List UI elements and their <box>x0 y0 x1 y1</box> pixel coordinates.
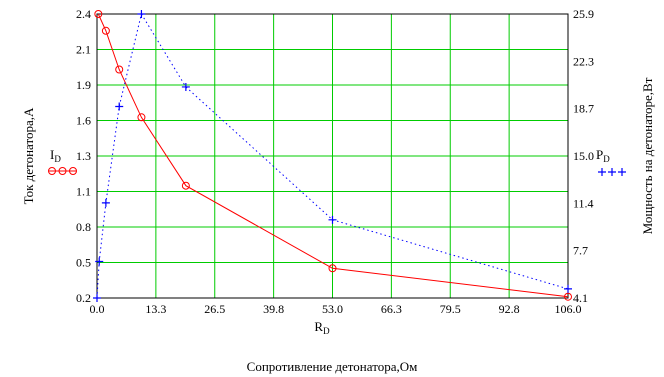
y-left-tick-label: 0.2 <box>76 291 91 305</box>
x-tick-label: 79.5 <box>440 302 461 316</box>
y-right-tick-label: 11.4 <box>573 196 594 210</box>
y-right-tick-label: 15.0 <box>573 149 594 163</box>
y-left-tick-label: 1.9 <box>76 78 91 92</box>
x-tick-label: 39.8 <box>263 302 284 316</box>
y-left-tick-label: 1.1 <box>76 185 91 199</box>
y-left-tick-labels: 2.4 2.1 1.9 1.6 1.3 1.1 0.8 0.5 0.2 <box>76 7 91 305</box>
data-point-current <box>115 65 124 74</box>
y-left-tick-label: 0.8 <box>76 220 91 234</box>
y-left-axis-label: Ток детонатора,А <box>21 107 36 204</box>
data-point-current <box>101 26 110 35</box>
data-point-current <box>137 113 146 122</box>
y-right-tick-label: 4.1 <box>573 291 588 305</box>
legend-power: PD <box>596 147 626 176</box>
data-point-current <box>181 181 190 190</box>
legend-current: ID <box>48 147 77 175</box>
legend-plus <box>598 168 606 176</box>
legend-circle <box>69 167 77 175</box>
grid <box>97 14 568 298</box>
x-tick-label: 13.3 <box>145 302 166 316</box>
y-right-tick-label: 7.7 <box>573 244 588 258</box>
data-point-current <box>564 292 572 301</box>
x-tick-label: 26.5 <box>204 302 225 316</box>
y-right-tick-label: 25.9 <box>573 7 594 21</box>
y-left-tick-label: 2.4 <box>76 7 91 21</box>
x-tick-label: 53.0 <box>322 302 343 316</box>
data-point-power <box>95 257 104 266</box>
legend-circle <box>48 167 56 175</box>
x-tick-label: 92.8 <box>499 302 520 316</box>
y-right-axis-label: Мощность на детонаторе,Вт <box>640 77 655 234</box>
x-tick-label: 66.3 <box>381 302 402 316</box>
data-point-power <box>181 82 190 91</box>
data-point-power <box>93 294 101 302</box>
data-point-power <box>137 10 146 18</box>
legend-plus <box>608 168 616 176</box>
legend-power-name: PD <box>596 147 610 164</box>
data-point-power <box>101 198 110 207</box>
series-line-0 <box>97 13 569 298</box>
y-left-tick-label: 1.3 <box>76 149 91 163</box>
data-point-current <box>328 264 337 273</box>
legend-plus <box>618 168 626 176</box>
x-tick-labels: 0.0 13.3 26.5 39.8 53.0 66.3 79.5 92.8 106.0 <box>90 302 582 316</box>
data-point-current <box>94 10 103 18</box>
y-left-tick-label: 1.6 <box>76 114 91 128</box>
legend-current-marker <box>48 167 77 175</box>
series-layer <box>93 10 572 302</box>
data-point-power <box>328 215 337 224</box>
x-axis-name: RD <box>314 319 330 336</box>
y-left-tick-label: 2.1 <box>76 43 91 57</box>
data-point-power <box>564 284 572 293</box>
series-line-1 <box>96 12 569 299</box>
y-right-tick-labels: 25.9 22.3 18.7 15.0 11.4 7.7 4.1 <box>573 7 594 305</box>
legend-current-name: ID <box>50 147 61 164</box>
y-right-tick-label: 18.7 <box>573 102 594 116</box>
data-point-power <box>115 102 124 111</box>
x-tick-label: 106.0 <box>555 302 582 316</box>
plot-frame <box>96 13 569 299</box>
legend-circle <box>58 167 67 175</box>
x-tick-label: 0.0 <box>90 302 105 316</box>
y-left-tick-label: 0.5 <box>76 256 91 270</box>
legend-power-marker <box>598 168 626 176</box>
y-right-tick-label: 22.3 <box>573 54 594 68</box>
x-axis-label: Сопротивление детонатора,Ом <box>247 359 418 374</box>
